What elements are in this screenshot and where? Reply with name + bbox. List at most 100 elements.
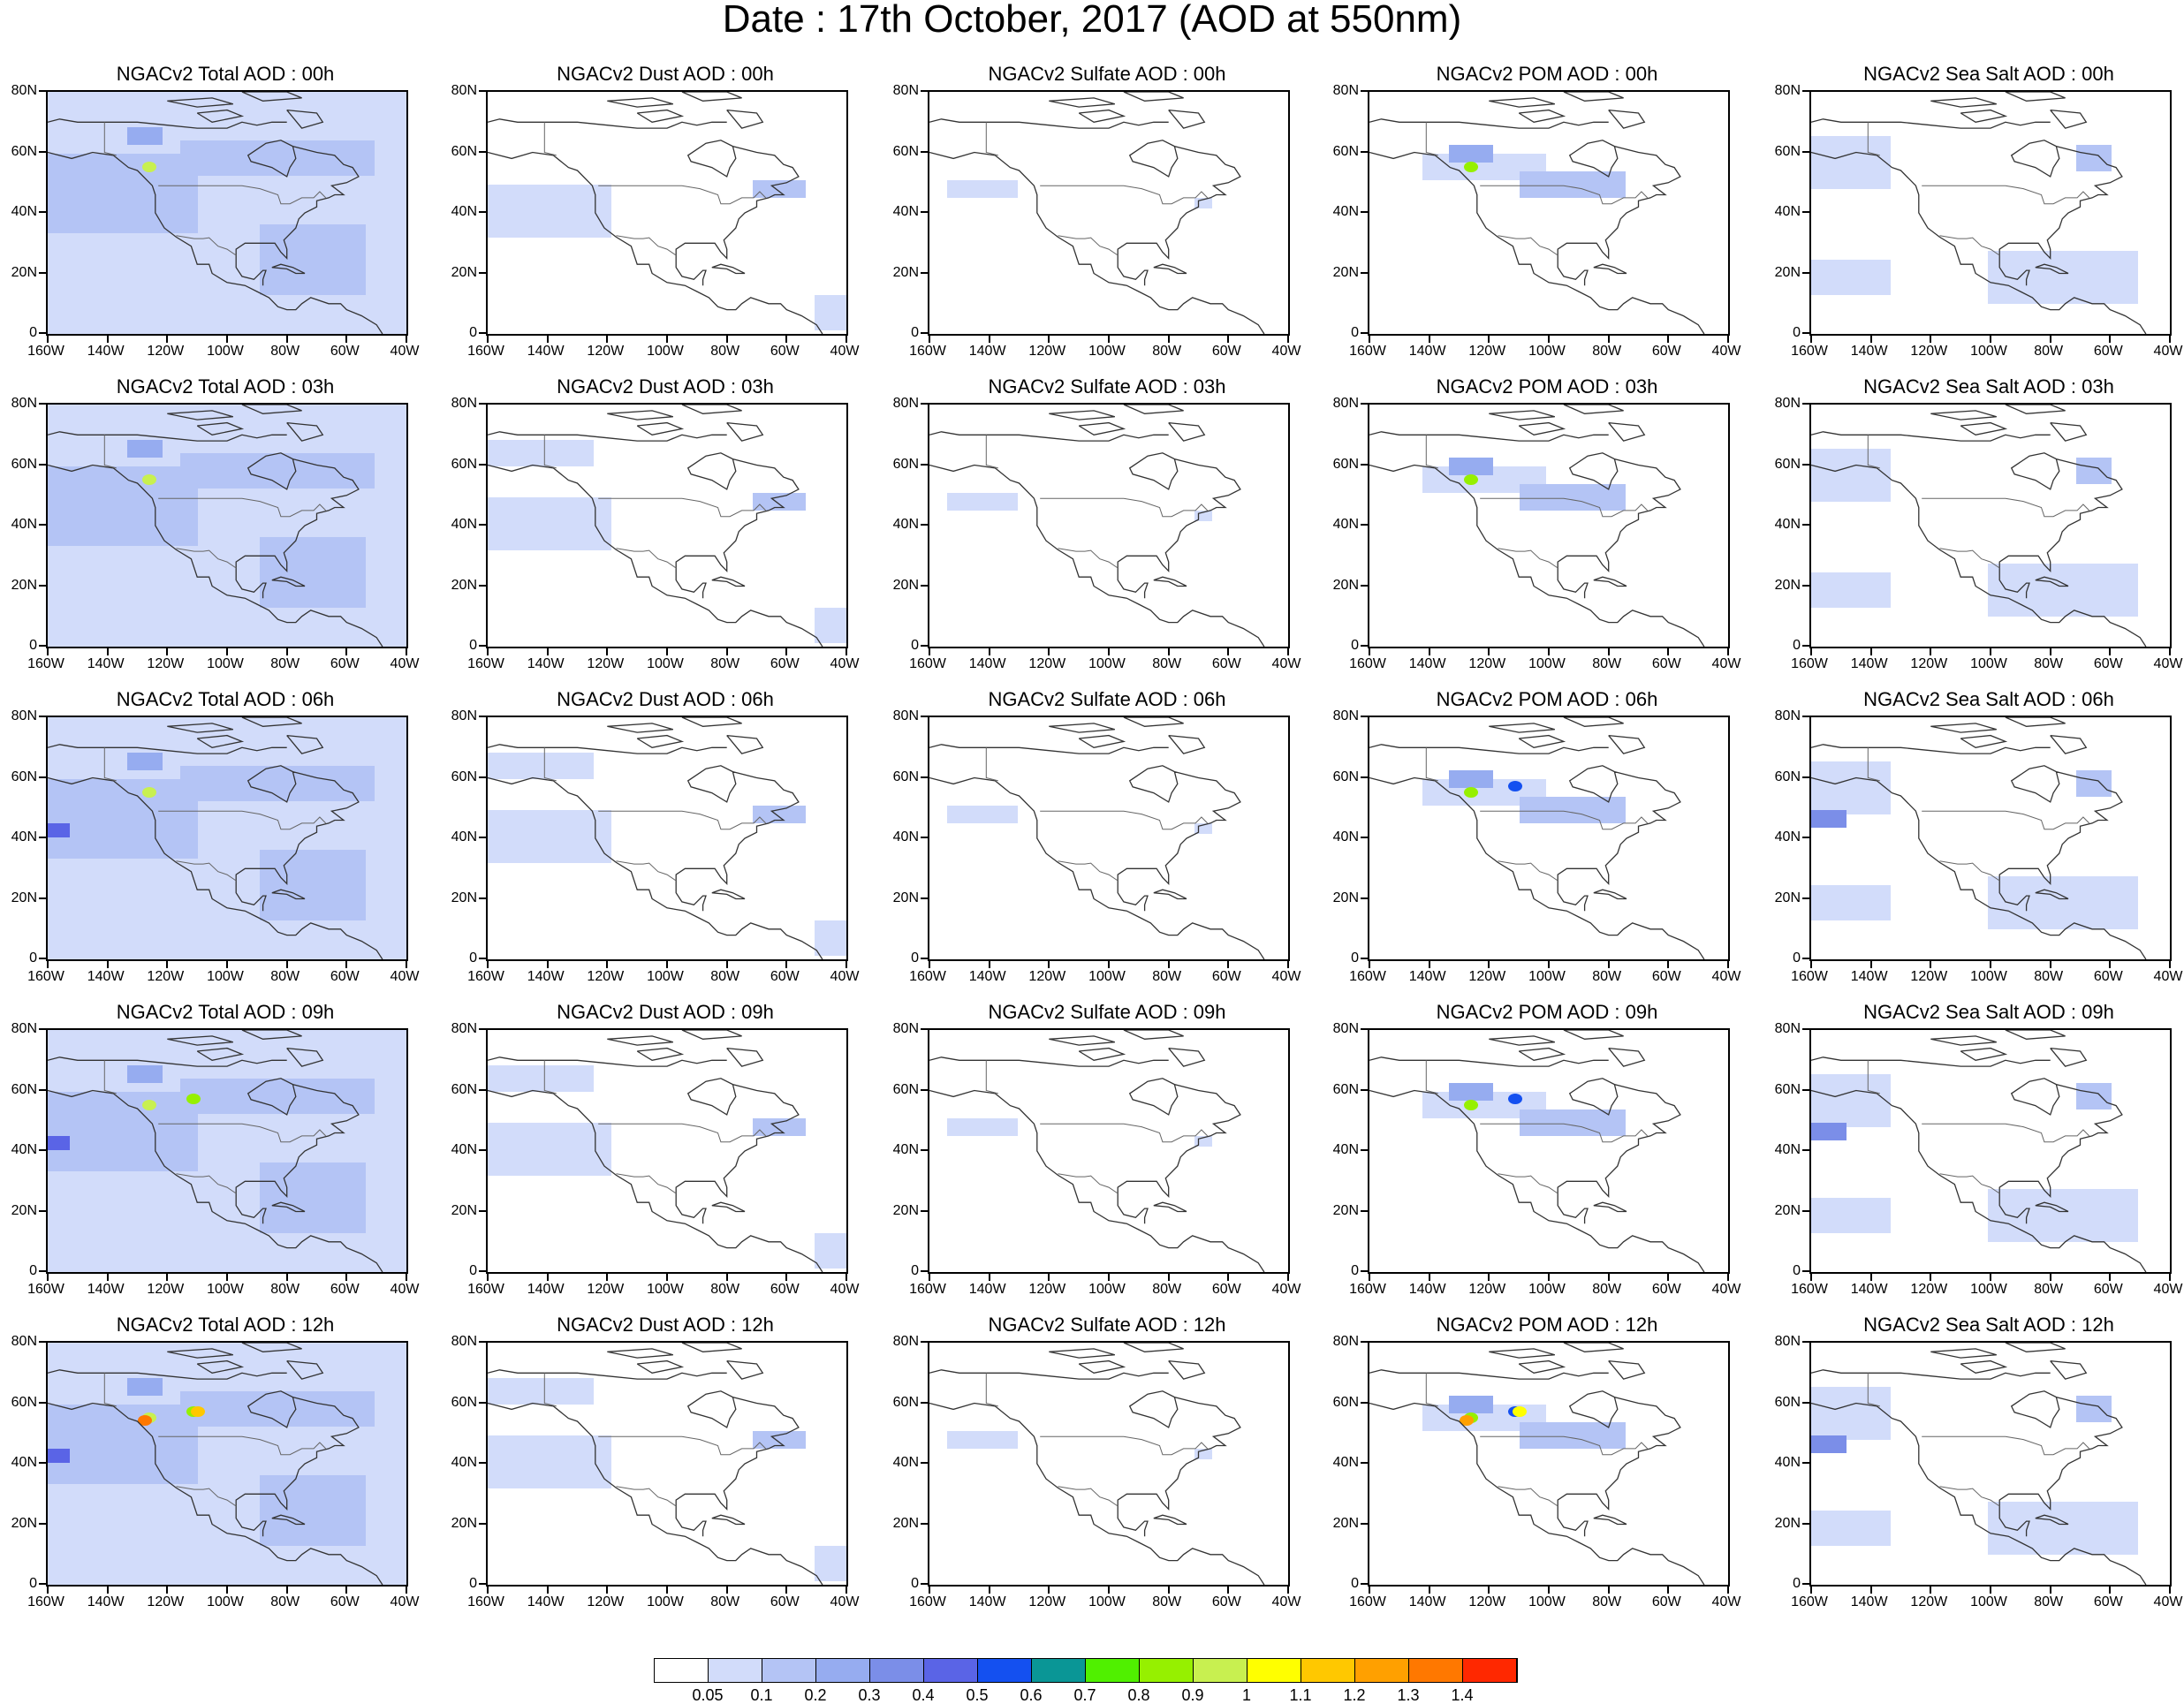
x-tick xyxy=(988,1587,990,1594)
x-tick-label: 60W xyxy=(1651,1282,1681,1297)
y-tick xyxy=(1802,1401,1809,1404)
aod-shading xyxy=(2076,458,2112,484)
y-tick xyxy=(921,211,928,213)
x-tick-label: 80W xyxy=(710,656,740,671)
x-tick xyxy=(1607,961,1610,968)
coastline xyxy=(2035,263,2069,275)
country-border xyxy=(1498,235,1558,256)
x-tick xyxy=(1990,1587,1991,1594)
aod-shading xyxy=(180,766,375,801)
aod-shading xyxy=(260,224,366,295)
map-frame xyxy=(928,1341,1290,1587)
coastline xyxy=(1998,452,2123,572)
aod-shading xyxy=(1449,1396,1493,1413)
x-tick xyxy=(1227,1587,1230,1594)
coastline xyxy=(681,717,742,727)
coastline xyxy=(241,1343,302,1352)
y-tick-label: 60N xyxy=(11,143,37,159)
y-tick xyxy=(1361,1341,1368,1343)
y-tick xyxy=(921,1401,928,1404)
coastline xyxy=(48,431,287,442)
country-border xyxy=(1480,185,1649,205)
country-border xyxy=(543,122,557,156)
panel-title: NGACv2 Sulfate AOD : 12h xyxy=(988,1314,1226,1336)
coastline xyxy=(1489,97,1555,108)
y-tick-label: 40N xyxy=(451,517,477,532)
panel-title: NGACv2 Sea Salt AOD : 06h xyxy=(1863,688,2114,710)
y-tick xyxy=(921,463,928,466)
x-tick-label: 160W xyxy=(27,344,64,359)
coastline xyxy=(2050,421,2088,442)
x-tick-label: 140W xyxy=(527,969,565,984)
country-border xyxy=(1480,1435,1649,1456)
coastline xyxy=(636,734,685,748)
coastline xyxy=(1608,734,1646,754)
x-tick xyxy=(988,1274,990,1281)
x-tick-label: 160W xyxy=(1349,969,1386,984)
x-tick-label: 120W xyxy=(1910,1594,1948,1609)
map-frame xyxy=(1809,1028,2172,1274)
y-tick-label: 80N xyxy=(1332,708,1359,723)
y-tick-label: 60N xyxy=(1332,1394,1359,1410)
x-tick-label: 80W xyxy=(1592,969,1622,984)
x-tick xyxy=(666,1274,668,1281)
x-tick-label: 60W xyxy=(1651,656,1681,671)
coastline xyxy=(1811,1369,2051,1380)
x-tick xyxy=(47,1274,49,1281)
x-tick xyxy=(1108,648,1110,655)
map-panel: NGACv2 Sulfate AOD : 00h 80N 60N 40N 20N 0 160… xyxy=(883,64,1301,378)
aod-shading xyxy=(947,806,1018,823)
x-tick xyxy=(345,648,348,655)
x-tick xyxy=(1287,336,1289,343)
y-tick-label: 0 xyxy=(1793,950,1801,966)
aod-shading xyxy=(1811,810,1847,828)
coastline xyxy=(1168,421,1206,442)
coastline xyxy=(1811,1402,2147,1585)
aod-shading xyxy=(753,180,806,198)
coastline xyxy=(241,405,302,414)
coastline xyxy=(1369,151,1705,334)
aod-shading xyxy=(1988,251,2138,304)
y-tick-label: 60N xyxy=(451,1394,477,1410)
y-tick-label: 0 xyxy=(1351,325,1359,340)
x-tick xyxy=(226,336,228,343)
y-tick-label: 0 xyxy=(1351,1263,1359,1278)
country-border xyxy=(543,1060,557,1094)
coastline xyxy=(1960,1359,2008,1374)
aod-shading xyxy=(1811,1387,1891,1440)
y-tick-label: 0 xyxy=(1793,1576,1801,1591)
aod-shading xyxy=(1811,1123,1847,1140)
x-tick-label: 80W xyxy=(710,344,740,359)
x-tick xyxy=(2169,648,2171,655)
colorbar-swatch xyxy=(1194,1659,1247,1682)
coastline xyxy=(235,1193,267,1224)
aod-shading xyxy=(260,537,366,608)
coastline xyxy=(726,734,764,754)
colorbar-swatch xyxy=(1032,1659,1086,1682)
coastline xyxy=(235,1390,360,1511)
aod-shading xyxy=(48,154,198,233)
x-tick-label: 140W xyxy=(1408,1282,1446,1297)
x-tick-label: 60W xyxy=(330,969,360,984)
y-tick-label: 40N xyxy=(1332,517,1359,532)
x-tick xyxy=(2169,961,2171,968)
x-tick xyxy=(846,336,847,343)
y-tick-label: 60N xyxy=(11,1394,37,1410)
aod-shading xyxy=(180,1079,375,1114)
country-border xyxy=(1867,435,1880,469)
map-panel: NGACv2 Total AOD : 00h 80N 60N 40N 20N 0 160W 1… xyxy=(2,64,420,378)
x-tick-label: 160W xyxy=(1349,1594,1386,1609)
coastline xyxy=(1563,1343,1624,1352)
x-tick xyxy=(929,961,930,968)
map-frame xyxy=(1809,90,2172,336)
x-tick xyxy=(166,1274,169,1281)
coastline xyxy=(1811,744,2051,754)
coastline xyxy=(675,881,707,912)
colorbar-label: 0.2 xyxy=(804,1686,827,1704)
x-tick-label: 60W xyxy=(1211,344,1241,359)
y-tick xyxy=(1361,1583,1368,1585)
y-tick-label: 20N xyxy=(451,577,477,593)
x-tick-label: 100W xyxy=(1088,969,1126,984)
x-tick-label: 60W xyxy=(1651,969,1681,984)
coastline xyxy=(681,92,742,102)
